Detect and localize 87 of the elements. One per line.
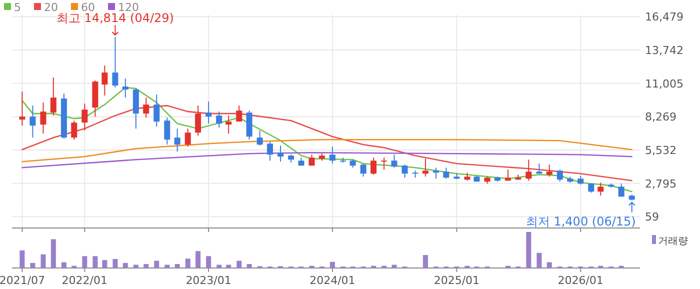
legend-label: 20 [44, 1, 58, 14]
candlestick [143, 97, 150, 118]
bar [330, 262, 335, 268]
candlestick [82, 103, 88, 132]
line-series [22, 152, 632, 168]
candlestick [50, 77, 56, 116]
candlestick [381, 157, 388, 170]
line-series [22, 86, 632, 192]
candlestick [443, 167, 450, 180]
candlestick [40, 102, 46, 134]
line-series [22, 104, 632, 182]
candlestick [422, 158, 428, 178]
candlestick [266, 141, 273, 162]
bar [92, 256, 98, 268]
bar [236, 260, 242, 268]
candlestick [30, 105, 36, 138]
bar [102, 260, 108, 268]
bar [112, 259, 118, 268]
candlestick [256, 130, 263, 146]
bar [144, 264, 149, 268]
line-series [22, 138, 632, 162]
candlestick [164, 117, 170, 146]
bar [546, 262, 552, 268]
candlestick [102, 65, 108, 96]
bar [226, 264, 232, 268]
bar [30, 262, 36, 268]
candlestick [598, 182, 604, 196]
candlestick [526, 159, 532, 182]
bar [154, 260, 160, 268]
bar [422, 255, 428, 268]
candlestick [19, 91, 26, 126]
bar [133, 264, 138, 268]
bar [196, 251, 201, 268]
x-tick-label: 2023/01 [186, 274, 232, 287]
x-tick-label: 2025/01 [434, 274, 480, 287]
candlestick [370, 157, 377, 176]
y-tick-label: 13,742 [645, 44, 684, 58]
candlestick [588, 183, 594, 194]
bar [122, 262, 128, 268]
candlestick [578, 175, 584, 186]
y-tick-label: 8,269 [645, 110, 676, 124]
candlestick [546, 164, 552, 178]
candlestick [391, 154, 398, 168]
bar [61, 262, 66, 268]
bar [392, 264, 397, 268]
bar [164, 264, 170, 268]
candlestick [71, 120, 78, 140]
candlestick [226, 115, 232, 134]
y-tick-label: 59 [645, 210, 659, 224]
candlestick [432, 167, 439, 180]
x-tick-label: 2021/07 [0, 274, 46, 287]
candlestick [360, 163, 366, 178]
bar [526, 232, 532, 268]
y-tick-label: 11,005 [645, 77, 684, 90]
candlestick [184, 128, 191, 148]
candlestick [618, 183, 624, 198]
bar [82, 256, 88, 268]
bar [185, 258, 190, 268]
y-tick-label: 16,479 [645, 10, 684, 24]
legend-label: 거래량 [658, 236, 688, 247]
x-tick-label: 2026/01 [558, 274, 604, 287]
candlestick [206, 101, 212, 124]
y-tick-label: 5,532 [645, 144, 676, 158]
bar [206, 256, 212, 268]
bar [174, 264, 180, 268]
x-tick-label: 2024/01 [310, 274, 356, 287]
candlestick [402, 164, 408, 178]
bar [216, 264, 222, 268]
annotation: 최저 1,400 (06/15) [526, 214, 636, 228]
y-tick-label: 2,795 [645, 177, 676, 190]
bar [536, 252, 542, 268]
candlestick [556, 169, 563, 182]
candlestick [154, 94, 160, 128]
candlestick [278, 145, 284, 162]
candlestick [112, 36, 118, 88]
bar [50, 239, 56, 268]
candlestick [174, 128, 180, 152]
candlestick [195, 105, 202, 136]
candlestick [122, 78, 128, 98]
candlestick [216, 111, 222, 128]
candlestick [329, 146, 336, 164]
candlestick [236, 105, 242, 122]
legend-label: 5 [14, 1, 21, 14]
bar [40, 254, 46, 268]
bar [246, 264, 252, 268]
bar [20, 250, 25, 268]
x-tick-label: 2022/01 [62, 274, 108, 287]
